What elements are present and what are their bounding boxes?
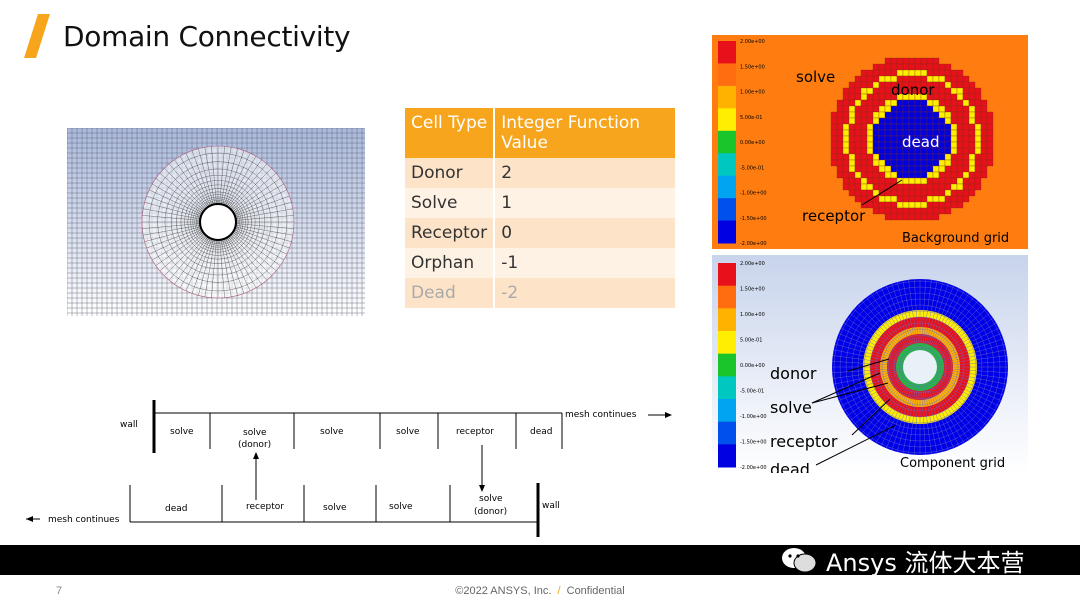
- row-cell-type: Donor: [405, 158, 496, 188]
- chat-bubbles-icon: [782, 548, 817, 573]
- scale-tick-label: 0.00e+00: [740, 140, 765, 146]
- row-value: -2: [494, 278, 675, 308]
- copyright-text: ©2022 ANSYS, Inc.: [455, 585, 552, 597]
- scale-tick-label: 1.00e+00: [740, 90, 765, 96]
- scale-tick-label: -2.00e+00: [740, 465, 767, 471]
- bottom-cell-solve-3: solve: [479, 494, 503, 504]
- label-receptor: receptor: [770, 432, 838, 451]
- watermark-text: Ansys 流体大本营: [826, 548, 1025, 577]
- accent-slash-icon: [24, 14, 50, 58]
- scale-tick-label: -5.00e-01: [740, 389, 764, 395]
- top-cell-solve-2: solve: [243, 428, 267, 438]
- scale-tick-label: 2.00e+00: [740, 39, 765, 45]
- confidential-text: Confidential: [566, 585, 625, 597]
- label-donor: donor: [891, 81, 935, 99]
- top-cell-dead: dead: [530, 427, 552, 437]
- row-value: 0: [494, 218, 675, 248]
- background-grid-plot: 2.00e+00 1.50e+00 1.00e+00 5.00e-01 0.00e+00…: [712, 35, 1028, 249]
- scale-tick-label: -1.50e+00: [740, 440, 767, 446]
- scale-tick-label: -5.00e-01: [740, 165, 764, 171]
- top-cell-solve-1: solve: [170, 427, 194, 437]
- table-row: Receptor 0: [405, 218, 675, 248]
- watermark: Ansys 流体大本营: [780, 544, 1025, 577]
- scale-tick-label: -1.50e+00: [740, 216, 767, 222]
- scale-tick-label: 5.00e-01: [740, 115, 762, 121]
- top-mesh-continues: mesh continues: [565, 410, 637, 420]
- scale-tick-label: 1.00e+00: [740, 312, 765, 318]
- bottom-wall-label: wall: [542, 501, 560, 511]
- mesh-image: [67, 128, 365, 316]
- top-cell-solve-3: solve: [320, 427, 344, 437]
- row-cell-type: Receptor: [405, 218, 496, 248]
- copyright-separator: /: [557, 585, 561, 597]
- page-number: 7: [56, 585, 63, 597]
- label-dead: dead: [902, 133, 939, 151]
- bottom-cell-dead: dead: [165, 504, 187, 514]
- cell-type-table: Cell Type Integer Function Value Donor 2…: [405, 108, 675, 308]
- top-wall-label: wall: [120, 420, 138, 430]
- header-cell-type: Cell Type: [405, 108, 496, 158]
- slide-title: Domain Connectivity: [63, 20, 351, 53]
- bottom-cell-solve-2: solve: [389, 502, 413, 512]
- scale-tick-label: 2.00e+00: [740, 261, 765, 267]
- scale-tick-label: 1.50e+00: [740, 287, 765, 293]
- caption-background-grid: Background grid: [902, 231, 1009, 246]
- row-cell-type: Solve: [405, 188, 496, 218]
- table-row: Solve 1: [405, 188, 675, 218]
- scale-tick-label: -1.00e+00: [740, 414, 767, 420]
- row-cell-type: Orphan: [405, 248, 496, 278]
- label-solve: solve: [770, 398, 812, 417]
- scale-tick-label: -2.00e+00: [740, 241, 767, 247]
- label-solve: solve: [796, 68, 835, 86]
- row-cell-type: Dead: [405, 278, 496, 308]
- scale-tick-label: 0.00e+00: [740, 363, 765, 369]
- component-grid-plot: 2.00e+00 1.50e+00 1.00e+00 5.00e-01 0.00e+00…: [712, 255, 1028, 473]
- scale-tick-label: -1.00e+00: [740, 191, 767, 197]
- top-cell-receptor: receptor: [456, 427, 494, 437]
- bottom-cell-donor-tag: (donor): [474, 507, 507, 517]
- row-value: 2: [494, 158, 675, 188]
- label-receptor: receptor: [802, 207, 866, 225]
- table-row: Dead -2: [405, 278, 675, 308]
- top-cell-solve-4: solve: [396, 427, 420, 437]
- caption-component-grid: Component grid: [900, 456, 1005, 471]
- row-value: -1: [494, 248, 675, 278]
- bottom-mesh-continues: mesh continues: [48, 515, 120, 525]
- table-row: Orphan -1: [405, 248, 675, 278]
- bottom-cell-solve-1: solve: [323, 503, 347, 513]
- connectivity-1d-diagram: wall solve solve (donor) solve solve rec…: [26, 400, 672, 537]
- header-integer-function-value: Integer Function Value: [494, 108, 675, 158]
- scale-tick-label: 1.50e+00: [740, 64, 765, 70]
- table-row: Donor 2: [405, 158, 675, 188]
- label-donor: donor: [770, 364, 817, 383]
- top-cell-donor-tag: (donor): [238, 440, 271, 450]
- row-value: 1: [494, 188, 675, 218]
- label-dead: dead: [770, 460, 810, 473]
- scale-tick-label: 5.00e-01: [740, 338, 762, 344]
- footer-band: [0, 545, 1080, 575]
- footer-copyright: ©2022 ANSYS, Inc. / Confidential: [0, 585, 1080, 597]
- bottom-cell-receptor: receptor: [246, 502, 284, 512]
